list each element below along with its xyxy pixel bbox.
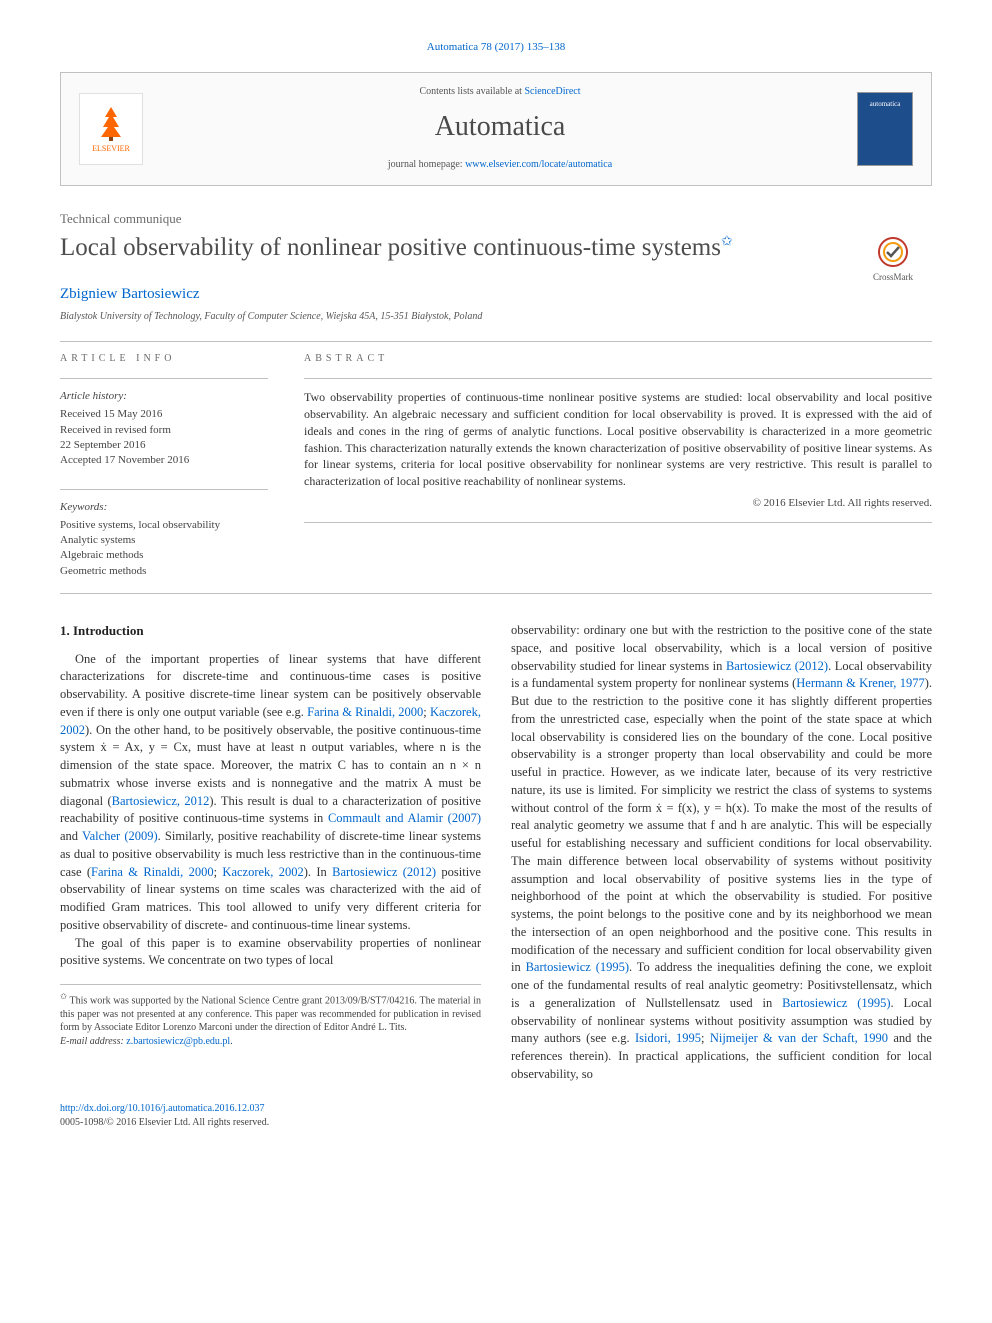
body-columns: 1. Introduction One of the important pro… <box>60 622 932 1084</box>
ref-bartosiewicz-1995a[interactable]: Bartosiewicz (1995) <box>526 960 629 974</box>
abstract-copyright: © 2016 Elsevier Ltd. All rights reserved… <box>304 496 932 512</box>
keywords-label: Keywords: <box>60 500 268 516</box>
article-info-column: ARTICLE INFO Article history: Received 1… <box>60 352 268 580</box>
issn-copyright: 0005-1098/© 2016 Elsevier Ltd. All right… <box>60 1116 932 1131</box>
footnote-block: ✩ This work was supported by the Nationa… <box>60 984 481 1048</box>
email-label: E-mail address: <box>60 1036 126 1047</box>
received-line: Received 15 May 2016 <box>60 407 268 422</box>
footnote-marker: ✩ <box>60 992 67 1001</box>
p1e: and <box>60 829 82 843</box>
kw3: Algebraic methods <box>60 548 268 563</box>
ref-isidori-1995[interactable]: Isidori, 1995 <box>635 1031 701 1045</box>
ref-bartosiewicz-1995b[interactable]: Bartosiewicz (1995) <box>782 996 890 1010</box>
footnote-text: ✩ This work was supported by the Nationa… <box>60 991 481 1035</box>
journal-name: Automatica <box>159 107 841 148</box>
divider-info-1 <box>60 378 268 379</box>
abstract-text: Two observability properties of continuo… <box>304 389 932 490</box>
keywords-block: Keywords: Positive systems, local observ… <box>60 489 268 580</box>
journal-header: ELSEVIER Contents lists available at Sci… <box>60 72 932 186</box>
header-citation: Automatica 78 (2017) 135–138 <box>60 40 932 56</box>
kw2: Analytic systems <box>60 533 268 548</box>
contents-prefix: Contents lists available at <box>419 86 524 97</box>
header-center: Contents lists available at ScienceDirec… <box>159 85 841 173</box>
crossmark-badge[interactable]: CrossMark <box>854 236 932 284</box>
ref-kaczorek-2002b[interactable]: Kaczorek, 2002 <box>222 865 303 879</box>
journal-cover-thumb: automatica <box>857 92 913 166</box>
divider-mid <box>60 593 932 594</box>
elsevier-label: ELSEVIER <box>92 143 130 155</box>
p2a: The goal of this paper is to examine obs… <box>60 936 481 968</box>
elsevier-logo: ELSEVIER <box>79 93 143 165</box>
email-link[interactable]: z.bartosiewicz@pb.edu.pl <box>126 1036 230 1047</box>
revised-date-line: 22 September 2016 <box>60 438 268 453</box>
ref-valcher-2009[interactable]: Valcher (2009) <box>82 829 158 843</box>
title-text: Local observability of nonlinear positiv… <box>60 234 721 261</box>
crossmark-label: CrossMark <box>873 271 913 284</box>
footnote-email: E-mail address: z.bartosiewicz@pb.edu.pl… <box>60 1035 481 1049</box>
doi-link[interactable]: http://dx.doi.org/10.1016/j.automatica.2… <box>60 1103 265 1114</box>
ref-farina-2000[interactable]: Farina & Rinaldi, 2000 <box>307 705 423 719</box>
para-1: One of the important properties of linea… <box>60 651 481 935</box>
author-name[interactable]: Zbigniew Bartosiewicz <box>60 284 932 306</box>
ref-nijmeijer-1990[interactable]: Nijmeijer & van der Schaft, 1990 <box>710 1031 888 1045</box>
title-footnote-marker: ✩ <box>721 235 733 250</box>
elsevier-tree-icon <box>91 103 131 143</box>
abstract-heading: ABSTRACT <box>304 352 932 367</box>
divider-abs-1 <box>304 378 932 379</box>
divider-top <box>60 341 932 342</box>
p1b: ; <box>423 705 430 719</box>
author-affiliation: Bialystok University of Technology, Facu… <box>60 310 932 325</box>
section-1-heading: 1. Introduction <box>60 622 481 640</box>
homepage-link[interactable]: www.elsevier.com/locate/automatica <box>465 159 612 170</box>
footnote-body: This work was supported by the National … <box>60 995 481 1033</box>
ref-farina-2000b[interactable]: Farina & Rinaldi, 2000 <box>91 865 214 879</box>
p3f: ; <box>701 1031 710 1045</box>
article-title: Local observability of nonlinear positiv… <box>60 232 842 263</box>
revised-line: Received in revised form <box>60 423 268 438</box>
cover-label: automatica <box>870 99 901 109</box>
article-type: Technical communique <box>60 210 932 229</box>
homepage-prefix: journal homepage: <box>388 159 465 170</box>
history-label: Article history: <box>60 389 268 405</box>
abstract-column: ABSTRACT Two observability properties of… <box>304 352 932 580</box>
crossmark-icon <box>877 236 909 268</box>
kw1: Positive systems, local observability <box>60 518 268 533</box>
para-2: The goal of this paper is to examine obs… <box>60 935 481 971</box>
email-suffix: . <box>230 1036 233 1047</box>
ref-bartosiewicz-2012a[interactable]: Bartosiewicz, 2012 <box>112 794 210 808</box>
para-3: observability: ordinary one but with the… <box>511 622 932 1084</box>
kw4: Geometric methods <box>60 564 268 579</box>
info-abstract-row: ARTICLE INFO Article history: Received 1… <box>60 352 932 580</box>
title-row: Local observability of nonlinear positiv… <box>60 232 932 284</box>
ref-hermann-1977[interactable]: Hermann & Krener, 1977 <box>796 676 924 690</box>
sciencedirect-link[interactable]: ScienceDirect <box>524 86 580 97</box>
divider-info-2 <box>60 489 268 490</box>
info-heading: ARTICLE INFO <box>60 352 268 367</box>
p3c: ). But due to the restriction to the pos… <box>511 676 932 974</box>
contents-line: Contents lists available at ScienceDirec… <box>159 85 841 100</box>
accepted-line: Accepted 17 November 2016 <box>60 453 268 468</box>
homepage-line: journal homepage: www.elsevier.com/locat… <box>159 158 841 173</box>
doi-line: http://dx.doi.org/10.1016/j.automatica.2… <box>60 1102 932 1117</box>
ref-bartosiewicz-2012b[interactable]: Bartosiewicz (2012) <box>332 865 436 879</box>
ref-bartosiewicz-2012c[interactable]: Bartosiewicz (2012) <box>726 659 828 673</box>
p1h: ). In <box>304 865 332 879</box>
divider-abs-2 <box>304 522 932 523</box>
ref-commault-2007[interactable]: Commault and Alamir (2007) <box>328 811 481 825</box>
